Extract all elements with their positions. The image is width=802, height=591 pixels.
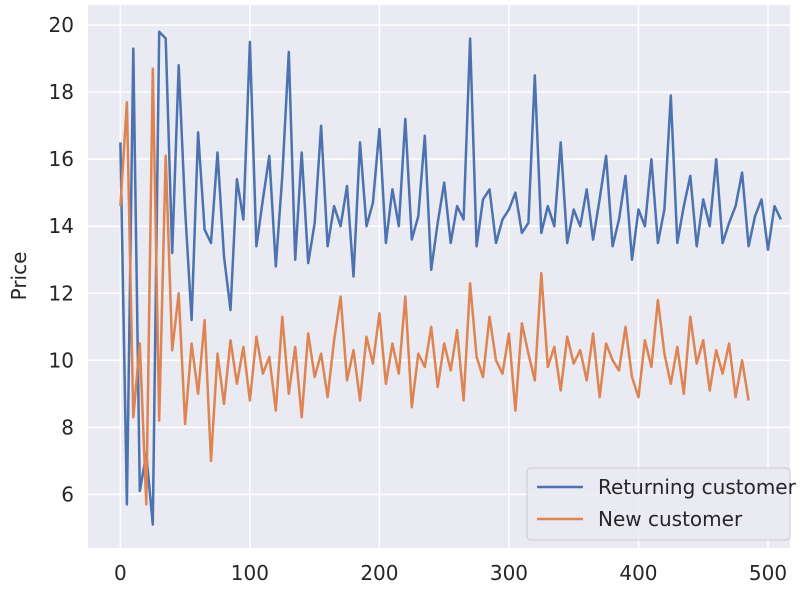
y-tick-label: 16 — [49, 147, 74, 171]
legend-box — [526, 467, 791, 541]
legend-label: New customer — [598, 507, 743, 531]
x-tick-label: 400 — [619, 561, 657, 585]
y-tick-label: 14 — [49, 214, 74, 238]
x-tick-label: 300 — [490, 561, 528, 585]
x-tick-label: 200 — [360, 561, 398, 585]
y-tick-label: 6 — [61, 482, 74, 506]
grid — [88, 5, 790, 548]
y-tick-label: 10 — [49, 348, 74, 372]
y-axis-label: Price — [7, 252, 31, 301]
y-tick-label: 18 — [49, 80, 74, 104]
legend: Returning customer New customer — [526, 467, 797, 541]
plot-area — [88, 5, 790, 548]
x-tick-label: 0 — [114, 561, 127, 585]
y-tick-label: 12 — [49, 281, 74, 305]
x-tick-label: 100 — [231, 561, 269, 585]
x-tick-label: 500 — [749, 561, 787, 585]
legend-label: Returning customer — [598, 475, 797, 499]
y-tick-label: 8 — [61, 415, 74, 439]
y-tick-label: 20 — [49, 13, 74, 37]
lines — [119, 30, 783, 526]
series-line — [119, 67, 750, 506]
series-line — [119, 30, 783, 526]
